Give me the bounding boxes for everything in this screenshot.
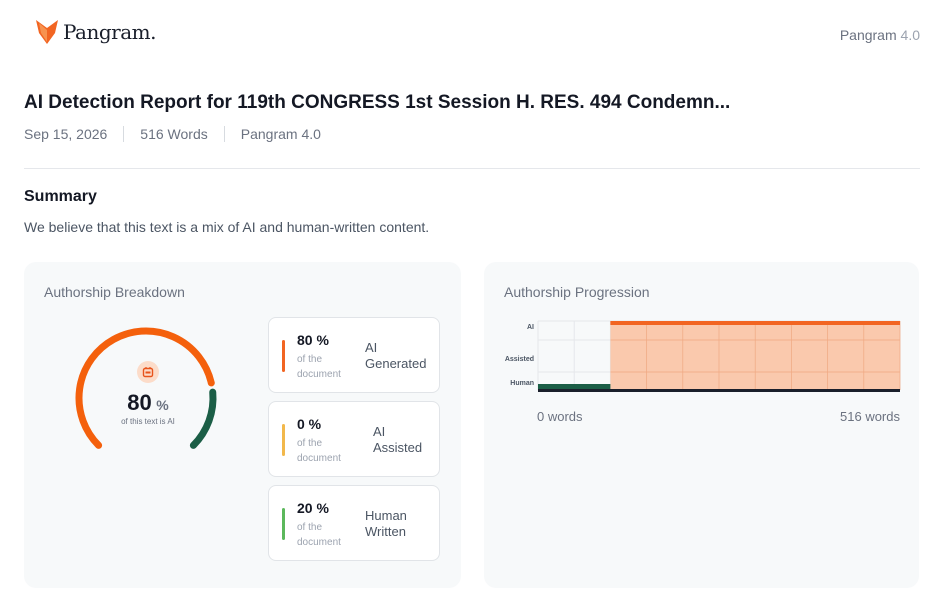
stat-label: Human Written	[365, 508, 407, 539]
stat-label: AI Generated	[365, 340, 427, 371]
brand-name: Pangram.	[63, 20, 156, 44]
meta-divider	[223, 126, 225, 142]
summary-text: We believe that this text is a mix of AI…	[24, 219, 430, 235]
report-date: Sep 15, 2026	[24, 126, 108, 142]
stat-label: AI Assisted	[373, 424, 423, 455]
stat-subtext: of the document	[297, 522, 341, 548]
stat-color-bar	[282, 424, 285, 456]
progression-chart: AI Assisted Human	[505, 320, 901, 392]
x-axis	[538, 389, 900, 392]
card-title: Authorship Progression	[504, 284, 650, 300]
stat-ai-generated[interactable]: 80 % of the document AI Generated	[268, 317, 440, 393]
human-segment	[538, 384, 611, 389]
x-start-label: 0 words	[537, 409, 583, 424]
robot-icon	[137, 361, 159, 383]
ai-line	[610, 321, 900, 325]
authorship-breakdown-card: Authorship Breakdown 80 % of this text i…	[24, 262, 461, 588]
stat-percent: 0 %	[297, 416, 322, 432]
gauge-ai-arc	[75, 327, 215, 449]
gauge-caption: of this text is AI	[121, 417, 175, 426]
top-bar: Pangram. Pangram 4.0	[0, 0, 938, 70]
card-title: Authorship Breakdown	[44, 284, 185, 300]
stat-subtext: of the document	[297, 438, 341, 464]
row-label-human: Human	[510, 380, 534, 387]
stat-ai-assisted[interactable]: 0 % of the document AI Assisted	[268, 401, 440, 477]
stat-color-bar	[282, 340, 285, 372]
stat-color-bar	[282, 508, 285, 540]
stat-human-written[interactable]: 20 % of the document Human Written	[268, 485, 440, 561]
report-word-count: 516 Words	[140, 126, 208, 142]
row-label-ai: AI	[527, 324, 534, 331]
row-label-assisted: Assisted	[505, 356, 534, 363]
authorship-progression-card: Authorship Progression AI Assisted Human 0…	[484, 262, 919, 588]
gauge-percentage: 80 %	[48, 390, 248, 416]
gauge-human-arc	[189, 388, 217, 449]
x-end-label: 516 words	[840, 409, 900, 424]
report-title: AI Detection Report for 119th CONGRESS 1…	[24, 92, 731, 113]
gauge-value: 80	[127, 390, 152, 415]
version-number: 4.0	[900, 27, 920, 43]
stat-percent: 80 %	[297, 332, 329, 348]
report-meta: Sep 15, 2026 516 Words Pangram 4.0	[24, 126, 321, 142]
stat-percent: 20 %	[297, 500, 329, 516]
meta-divider	[123, 126, 125, 142]
ai-gauge	[72, 324, 220, 472]
version-indicator: Pangram 4.0	[840, 27, 920, 43]
version-label: Pangram	[839, 27, 897, 43]
gauge-ring	[75, 327, 217, 449]
gauge-unit: %	[156, 397, 169, 413]
summary-heading: Summary	[24, 188, 97, 205]
fox-logo-icon	[36, 20, 58, 44]
stat-subtext: of the document	[297, 354, 341, 380]
report-model: Pangram 4.0	[240, 126, 321, 142]
brand-logo[interactable]: Pangram.	[36, 20, 156, 44]
section-divider	[24, 168, 920, 169]
